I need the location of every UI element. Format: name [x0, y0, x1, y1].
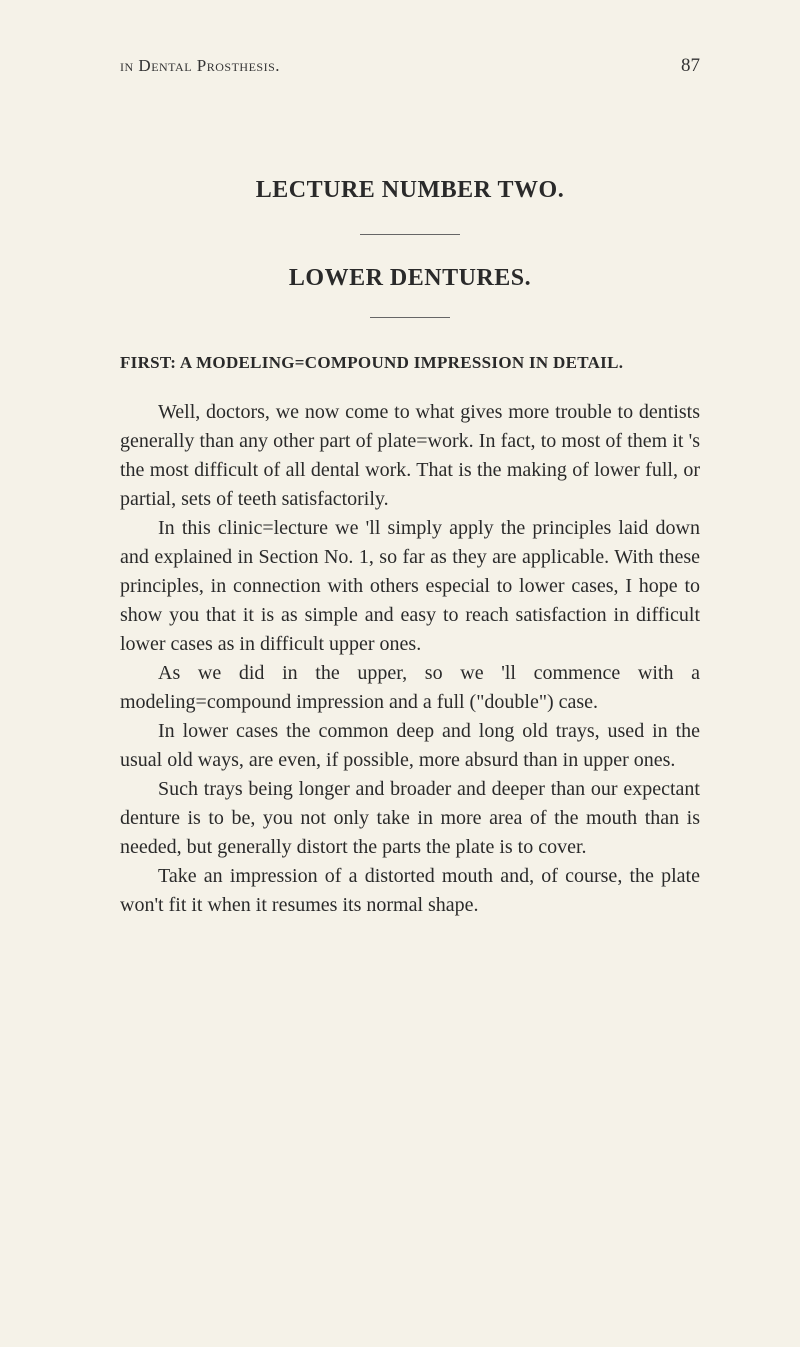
paragraph-3: As we did in the upper, so we 'll commen…	[120, 659, 700, 717]
lecture-title: LECTURE NUMBER TWO.	[120, 177, 700, 204]
subheading: FIRST: A MODELING=COMPOUND IMPRESSION IN…	[120, 353, 700, 373]
paragraph-1: Well, doctors, we now come to what gives…	[120, 398, 700, 514]
paragraph-4: In lower cases the common deep and long …	[120, 717, 700, 775]
page-header: in Dental Prosthesis. 87	[120, 55, 700, 77]
section-divider	[370, 317, 450, 318]
running-header: in Dental Prosthesis.	[120, 56, 280, 76]
page-number: 87	[681, 55, 700, 77]
title-divider	[360, 234, 460, 235]
section-title: LOWER DENTURES.	[120, 265, 700, 292]
paragraph-2: In this clinic=lecture we 'll simply app…	[120, 514, 700, 659]
paragraph-6: Take an impression of a distorted mouth …	[120, 862, 700, 920]
paragraph-5: Such trays being longer and broader and …	[120, 775, 700, 862]
